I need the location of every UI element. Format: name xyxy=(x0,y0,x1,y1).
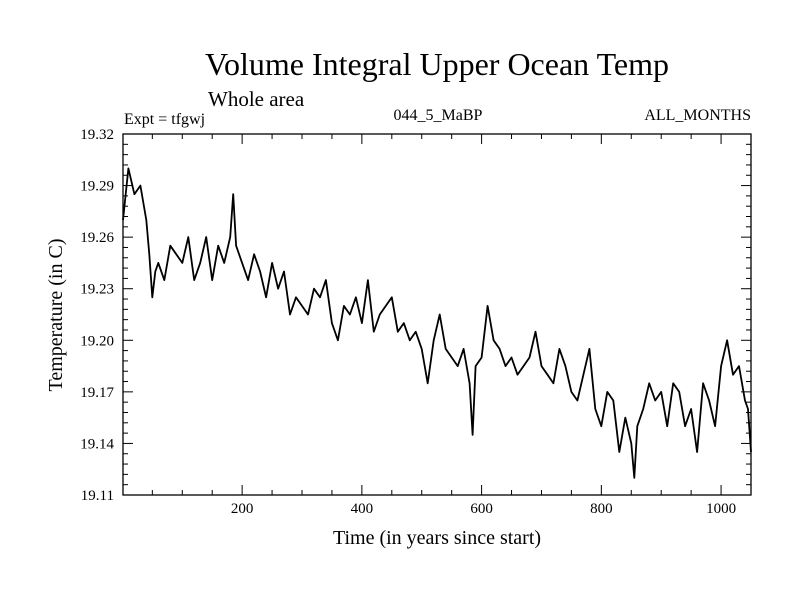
plot-frame xyxy=(122,133,752,496)
chart-subtitle: Whole area xyxy=(208,87,305,111)
run-label: 044_5_MaBP xyxy=(394,107,483,124)
x-tick-label: 200 xyxy=(231,501,254,517)
x-tick-label: 600 xyxy=(470,501,493,517)
y-tick-label: 19.26 xyxy=(80,230,114,246)
y-tick-label: 19.32 xyxy=(80,127,114,143)
y-tick-label: 19.11 xyxy=(81,488,114,504)
y-tick-label: 19.20 xyxy=(80,333,114,349)
experiment-label: Expt = tfgwj xyxy=(124,111,205,128)
y-axis-label: Temperature (in C) xyxy=(45,239,67,392)
y-tick-label: 19.14 xyxy=(80,436,114,452)
x-tick-label: 1000 xyxy=(706,501,736,517)
months-label: ALL_MONTHS xyxy=(644,107,751,124)
x-tick-label: 800 xyxy=(590,501,613,517)
x-axis-label: Time (in years since start) xyxy=(333,527,541,549)
y-tick-label: 19.29 xyxy=(80,179,114,195)
chart-title: Volume Integral Upper Ocean Temp xyxy=(205,46,669,82)
y-tick-label: 19.23 xyxy=(80,282,114,298)
y-tick-label: 19.17 xyxy=(80,385,114,401)
series-line xyxy=(122,167,752,479)
x-tick-label: 400 xyxy=(351,501,374,517)
